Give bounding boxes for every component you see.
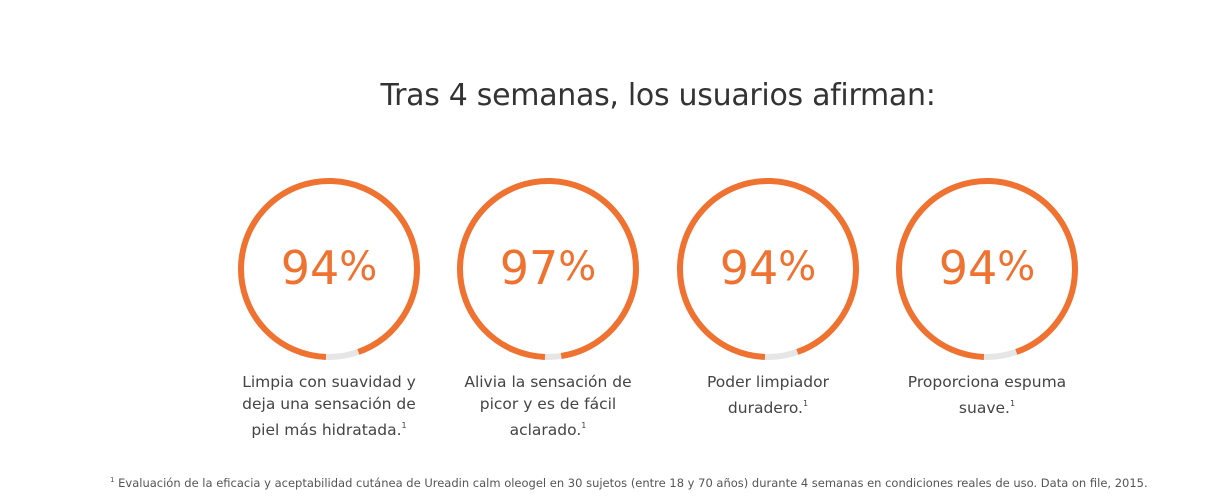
- percent-sign: %: [339, 244, 378, 290]
- progress-ring: [895, 177, 1079, 361]
- stat-caption: Poder limpiador duradero.1: [656, 371, 880, 419]
- percent-sign: %: [997, 244, 1036, 290]
- caption-line: Proporciona espuma: [907, 373, 1067, 391]
- caption-line: Poder limpiador: [706, 373, 829, 391]
- caption-line: Limpia con suavidad y: [242, 373, 416, 391]
- progress-ring: [676, 177, 860, 361]
- progress-arc: [457, 178, 639, 360]
- caption-line: deja una sensación de: [242, 395, 416, 413]
- caption-line: piel más hidratada.: [251, 421, 402, 439]
- stat-percentage: 97%: [456, 245, 640, 291]
- stat-number: 94: [719, 241, 779, 295]
- caption-line: picor y es de fácil: [479, 395, 617, 413]
- caption-line: Alivia la sensación de: [464, 373, 632, 391]
- percent-sign: %: [778, 244, 817, 290]
- caption-line: duradero.: [727, 399, 803, 417]
- percent-sign: %: [558, 244, 597, 290]
- stat-percentage: 94%: [676, 245, 860, 291]
- caption-line: suave.: [958, 399, 1010, 417]
- progress-ring: [237, 177, 421, 361]
- footnote-marker: 1: [110, 476, 115, 484]
- progress-ring-svg: [677, 178, 859, 360]
- footnote-ref: 1: [1009, 399, 1016, 408]
- progress-arc: [238, 178, 420, 360]
- stat-number: 97: [499, 241, 559, 295]
- footnote-text: Evaluación de la eficacia y aceptabilida…: [118, 476, 1148, 490]
- stat-caption: Proporciona espuma suave.1: [875, 371, 1099, 419]
- stat-percentage: 94%: [237, 245, 421, 291]
- stat-number: 94: [938, 241, 998, 295]
- stat-caption: Limpia con suavidad y deja una sensación…: [217, 371, 441, 441]
- footnote-ref: 1: [581, 421, 587, 430]
- section-headline: Tras 4 semanas, los usuarios afirman:: [380, 78, 936, 113]
- progress-arc: [677, 178, 859, 360]
- stat-percentage: 94%: [895, 245, 1079, 291]
- stat-caption: Alivia la sensación de picor y es de fác…: [436, 371, 660, 441]
- caption-line: aclarado.: [509, 421, 582, 439]
- progress-ring-svg: [895, 178, 1078, 360]
- footnote: 1 Evaluación de la eficacia y aceptabili…: [110, 476, 1210, 490]
- stat-number: 94: [280, 241, 340, 295]
- footnote-ref: 1: [802, 399, 809, 408]
- footnote-ref: 1: [401, 421, 407, 430]
- progress-ring-svg: [457, 178, 639, 360]
- progress-ring-svg: [238, 178, 420, 360]
- progress-arc: [895, 178, 1078, 360]
- progress-ring: [456, 177, 640, 361]
